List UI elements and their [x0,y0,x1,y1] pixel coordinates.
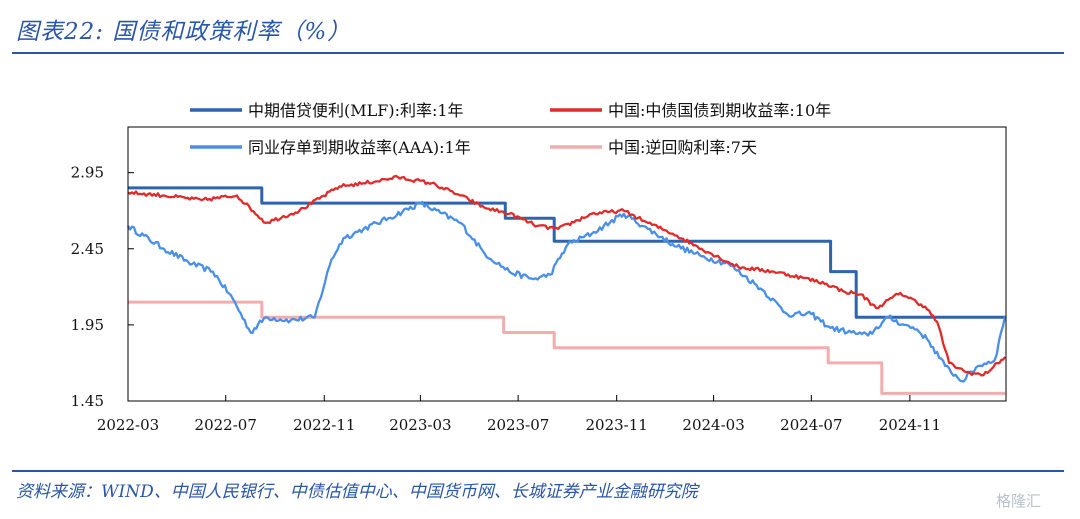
plot-frame [127,126,1007,402]
series-line-0 [128,186,1006,319]
legend: 中期借贷便利(MLF):利率:1年 中国:中债国债到期收益率:10年同业存单到期收… [190,101,831,157]
series-line-2 [127,200,1007,383]
series-layer [127,174,1007,395]
legend-label-0: 中期借贷便利(MLF):利率:1年 [248,101,464,120]
figure-title: 图表22: 国债和政策利率（%） [16,19,352,45]
y-tick-label: 1.95 [71,316,104,334]
x-tick-label: 2022-03 [97,416,159,434]
y-tick-label: 1.45 [71,392,104,410]
line-chart: 中期借贷便利(MLF):利率:1年 中国:中债国债到期收益率:10年同业存单到期收… [71,101,1007,434]
x-tick-label: 2024-11 [879,416,941,434]
x-tick-label: 2024-07 [780,416,842,434]
x-tick-label: 2023-11 [585,416,647,434]
x-tick-label: 2022-11 [293,416,355,434]
legend-label-1: 中国:中债国债到期收益率:10年 [608,101,831,120]
legend-label-3: 中国:逆回购利率:7天 [608,138,757,157]
source-rule [12,470,1064,472]
x-tick-label: 2024-03 [682,416,744,434]
series-line-1 [127,174,1007,377]
watermark-text: 格隆汇 [996,492,1042,510]
x-tick-label: 2022-07 [195,416,257,434]
y-tick-label: 2.45 [71,240,104,258]
series-line-3 [128,300,1006,395]
source-note: 资料来源：WIND、中国人民银行、中债估值中心、中国货币网、长城证券产业金融研究… [16,482,698,502]
x-tick-label: 2023-07 [487,416,549,434]
title-rule [12,52,1064,54]
axes: 1.45 1.95 2.45 2.95 2022-03 2022-07 2022-11 202… [71,164,941,434]
legend-label-2: 同业存单到期收益率(AAA):1年 [248,138,471,157]
x-tick-label: 2023-03 [389,416,451,434]
y-tick-label: 2.95 [71,164,104,182]
